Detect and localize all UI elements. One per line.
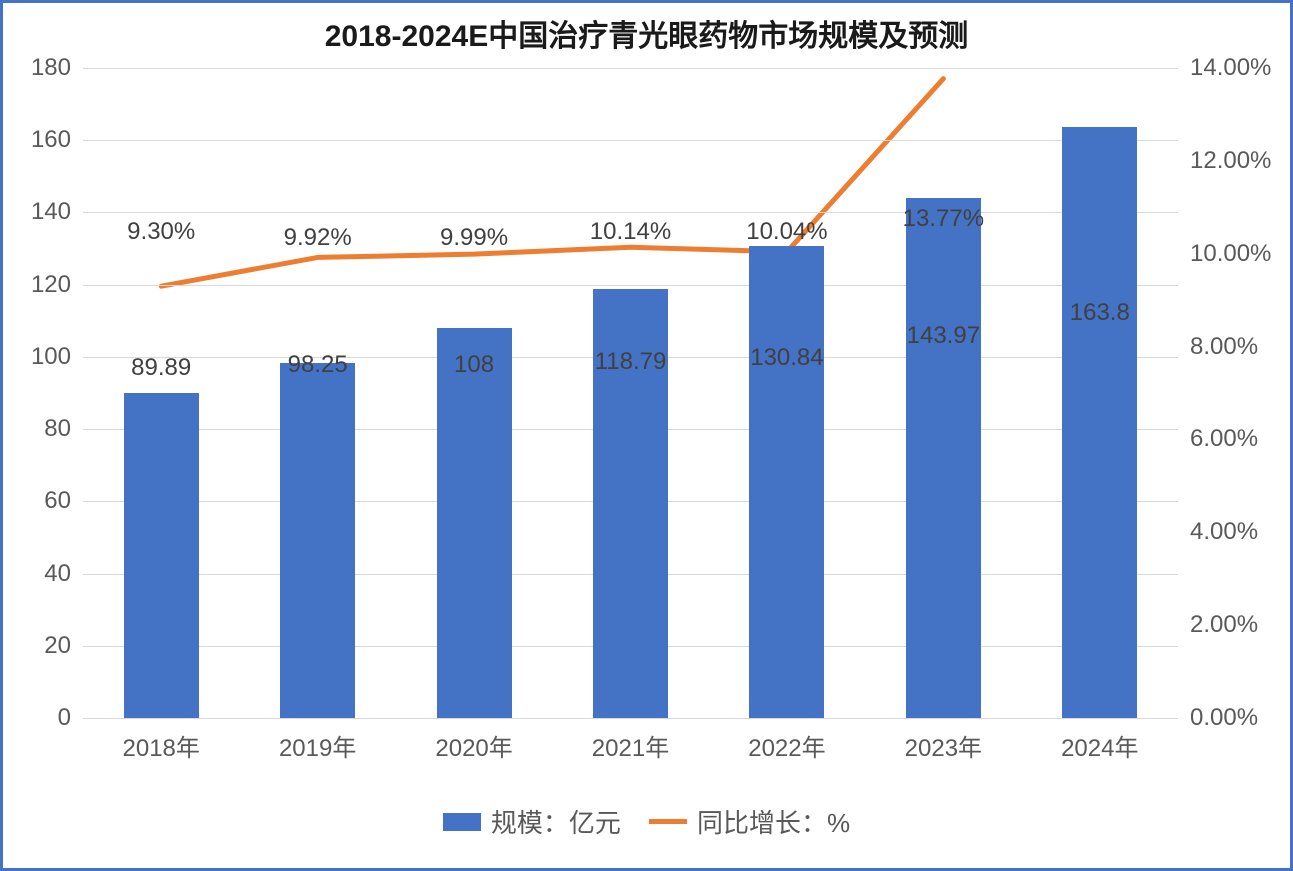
x-axis-tick: 2018年 [123,718,200,763]
legend-swatch-line [649,819,687,824]
y-axis-left-tick: 120 [31,271,83,299]
legend: 规模：亿元 同比增长：% [3,803,1290,840]
bar [1062,127,1137,719]
y-axis-left-tick: 160 [31,126,83,154]
y-axis-left-tick: 80 [44,415,83,443]
y-axis-left-tick: 180 [31,54,83,82]
y-axis-right-tick: 0.00% [1178,704,1258,732]
chart-frame: 2018-2024E中国治疗青光眼药物市场规模及预测 0204060801001… [0,0,1293,871]
y-axis-left-tick: 20 [44,632,83,660]
y-axis-left-tick: 140 [31,198,83,226]
bar-value-label: 118.79 [595,348,667,376]
gridline [83,212,1178,213]
y-axis-right-tick: 8.00% [1178,333,1258,361]
x-axis-tick: 2024年 [1061,718,1138,763]
x-axis-tick: 2022年 [748,718,825,763]
legend-item: 同比增长：% [649,803,850,840]
y-axis-left-tick: 60 [44,487,83,515]
y-axis-left-tick: 0 [58,704,83,732]
y-axis-right-tick: 4.00% [1178,518,1258,546]
y-axis-right-tick: 6.00% [1178,425,1258,453]
growth-value-label: 9.92% [284,224,352,252]
growth-value-label: 9.99% [440,224,508,252]
bar [749,246,824,718]
bar-value-label: 89.89 [131,354,191,382]
bar-value-label: 163.8 [1070,299,1130,327]
growth-value-label: 9.30% [127,218,195,246]
bar-value-label: 108 [454,351,494,379]
legend-item: 规模：亿元 [443,803,621,840]
bar [124,393,199,718]
bar-value-label: 143.97 [907,322,980,350]
plot-area: 0204060801001201401601800.00%2.00%4.00%6… [83,68,1178,718]
y-axis-right-tick: 12.00% [1178,147,1271,175]
gridline [83,140,1178,141]
bar [280,363,355,718]
growth-value-label: 10.04% [746,218,827,246]
gridline [83,68,1178,69]
legend-swatch-bar [443,813,481,831]
y-axis-left-tick: 100 [31,343,83,371]
gridline [83,285,1178,286]
x-axis-tick: 2019年 [279,718,356,763]
growth-value-label: 10.14% [590,218,671,246]
y-axis-right-tick: 2.00% [1178,611,1258,639]
bar [906,198,981,718]
y-axis-right-tick: 14.00% [1178,54,1271,82]
y-axis-right-tick: 10.00% [1178,240,1271,268]
legend-label: 规模：亿元 [491,803,621,840]
legend-label: 同比增长：% [697,803,850,840]
chart-title: 2018-2024E中国治疗青光眼药物市场规模及预测 [3,11,1290,55]
bar-value-label: 98.25 [288,351,348,379]
growth-value-label: 13.77% [903,205,984,233]
x-axis-tick: 2023年 [905,718,982,763]
bar-value-label: 130.84 [750,344,823,372]
x-axis-tick: 2020年 [435,718,512,763]
bar [437,328,512,718]
x-axis-tick: 2021年 [592,718,669,763]
y-axis-left-tick: 40 [44,560,83,588]
